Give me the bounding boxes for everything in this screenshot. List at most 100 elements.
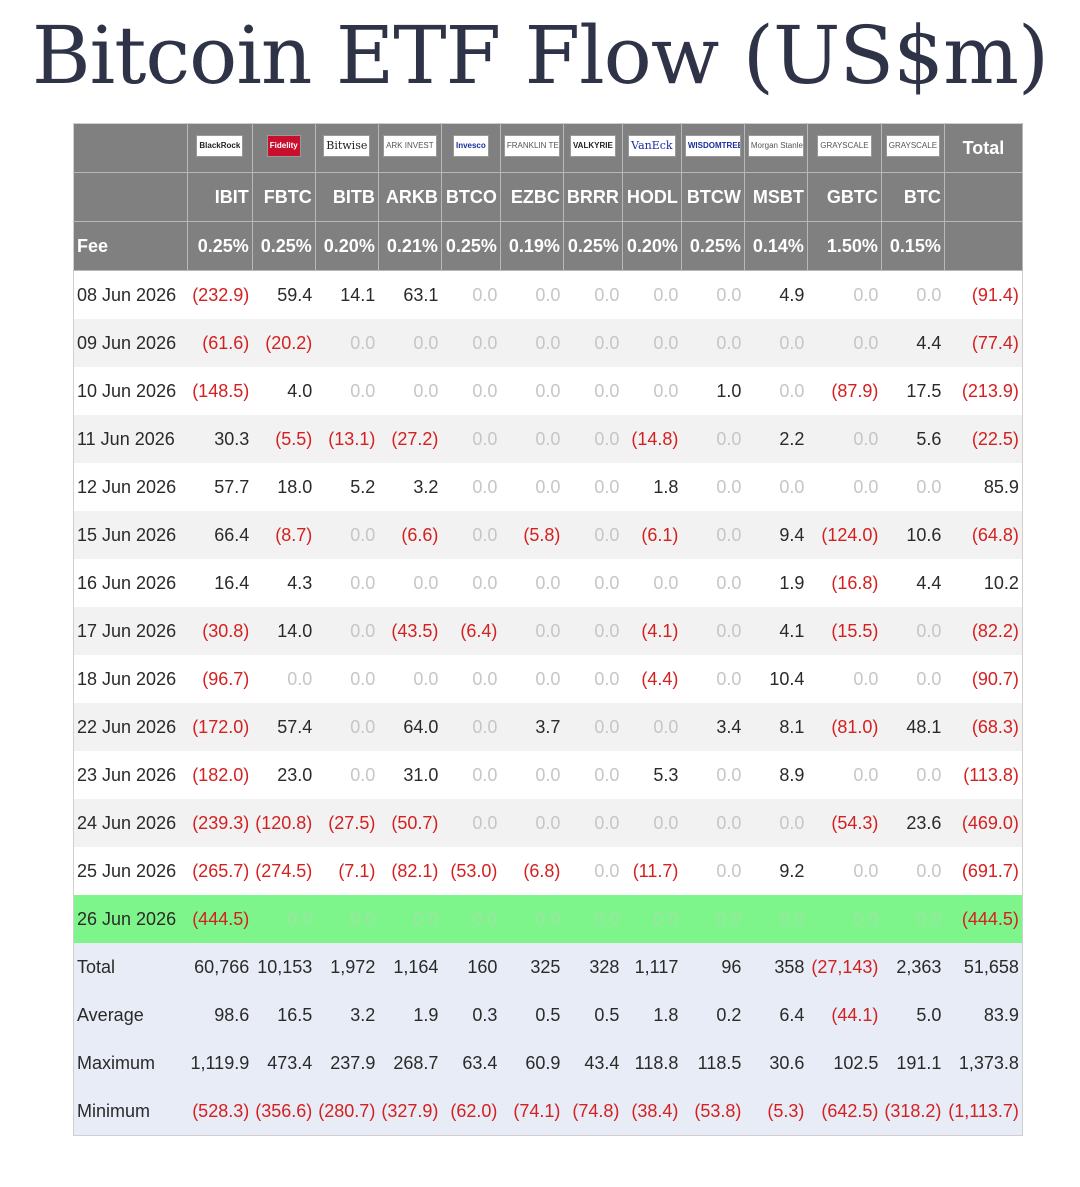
flow-value: 1.9	[744, 559, 808, 607]
flow-value: 0.0	[681, 895, 745, 943]
summary-value: (5.3)	[744, 1087, 808, 1136]
summary-label: Total	[73, 943, 188, 991]
row-date: 17 Jun 2026	[73, 607, 188, 655]
flow-value: 8.1	[744, 703, 808, 751]
flow-value: (20.2)	[252, 319, 316, 367]
flow-value: 1.8	[622, 463, 682, 511]
flow-value: 0.0	[744, 319, 808, 367]
flow-value: 18.0	[252, 463, 316, 511]
row-total: (444.5)	[944, 895, 1023, 943]
flow-value: 0.0	[441, 511, 501, 559]
flow-value: 4.1	[744, 607, 808, 655]
flow-value: 8.9	[744, 751, 808, 799]
summary-row: Average 98.6 16.5 3.2 1.9 0.3 0.5 0.5 1.8 0.2 6.4(…	[73, 991, 1023, 1039]
summary-value: 1,972	[315, 943, 379, 991]
flow-value: 0.0	[681, 511, 745, 559]
row-date: 22 Jun 2026	[73, 703, 188, 751]
summary-value: 5.0	[881, 991, 945, 1039]
flow-value: 0.0	[500, 463, 564, 511]
flow-value: (54.3)	[807, 799, 882, 847]
corner-cell	[73, 123, 188, 173]
fee-value: 0.20%	[622, 221, 682, 271]
flow-value: (8.7)	[252, 511, 316, 559]
summary-value: 98.6	[187, 991, 253, 1039]
flow-value: (7.1)	[315, 847, 379, 895]
flow-value: 0.0	[378, 559, 442, 607]
flow-value: 0.0	[563, 270, 623, 319]
summary-value: 30.6	[744, 1039, 808, 1087]
summary-value: 3.2	[315, 991, 379, 1039]
flow-value: 0.0	[563, 847, 623, 895]
ticker-header: BTCW	[681, 172, 745, 222]
summary-value: 2,363	[881, 943, 945, 991]
flow-value: 0.0	[500, 655, 564, 703]
fee-value: 0.19%	[500, 221, 564, 271]
summary-value: 237.9	[315, 1039, 379, 1087]
ark-invest-logo: ARK INVEST	[383, 134, 437, 157]
flow-value: (274.5)	[252, 847, 316, 895]
flow-value: (82.1)	[378, 847, 442, 895]
summary-label: Maximum	[73, 1039, 188, 1087]
flow-value: 0.0	[681, 847, 745, 895]
flow-value: 0.0	[441, 463, 501, 511]
flow-value: 0.0	[315, 751, 379, 799]
issuer-logo-row: BlackRock Fidelity Bitwise ARK INVEST In…	[73, 123, 1023, 173]
flow-value: (43.5)	[378, 607, 442, 655]
summary-value: 83.9	[944, 991, 1023, 1039]
flow-value: (50.7)	[378, 799, 442, 847]
flow-value: 0.0	[881, 895, 945, 943]
row-date: 09 Jun 2026	[73, 319, 188, 367]
ticker-header: EZBC	[500, 172, 564, 222]
flow-value: (6.1)	[622, 511, 682, 559]
summary-value: 63.4	[441, 1039, 501, 1087]
flow-value: 0.0	[315, 511, 379, 559]
flow-value: 0.0	[500, 415, 564, 463]
flow-value: (265.7)	[187, 847, 253, 895]
flow-value: (11.7)	[622, 847, 682, 895]
flow-value: 17.5	[881, 367, 945, 415]
flow-value: (182.0)	[187, 751, 253, 799]
flow-value: 0.0	[563, 895, 623, 943]
bitwise-logo: Bitwise	[323, 134, 371, 157]
flow-value: 0.0	[500, 799, 564, 847]
flow-value: 0.0	[441, 270, 501, 319]
flow-value: (6.4)	[441, 607, 501, 655]
flow-value: 0.0	[441, 751, 501, 799]
summary-value: 1.8	[622, 991, 682, 1039]
row-date: 12 Jun 2026	[73, 463, 188, 511]
flow-value: (27.2)	[378, 415, 442, 463]
flow-value: 0.0	[744, 463, 808, 511]
row-date: 18 Jun 2026	[73, 655, 188, 703]
flow-value: 5.3	[622, 751, 682, 799]
flow-value: (4.4)	[622, 655, 682, 703]
row-total: (90.7)	[944, 655, 1023, 703]
flow-value: 0.0	[563, 463, 623, 511]
flow-value: 0.0	[378, 319, 442, 367]
summary-value: 0.5	[500, 991, 564, 1039]
fee-value: 0.21%	[378, 221, 442, 271]
ticker-header: FBTC	[252, 172, 316, 222]
morgan-stanley-logo: Morgan Stanley	[747, 134, 804, 157]
flow-value: (14.8)	[622, 415, 682, 463]
ticker-row: IBIT FBTC BITB ARKB BTCO EZBC BRRR HODL BTCW MSBT…	[73, 172, 1023, 222]
summary-value: 328	[563, 943, 623, 991]
summary-value: 358	[744, 943, 808, 991]
summary-value: 1,119.9	[187, 1039, 253, 1087]
flow-value: (444.5)	[187, 895, 253, 943]
flow-value: 64.0	[378, 703, 442, 751]
flow-value: 0.0	[563, 751, 623, 799]
flow-value: 0.0	[681, 607, 745, 655]
grayscale-logo: GRAYSCALE	[885, 134, 941, 157]
summary-value: (27,143)	[807, 943, 882, 991]
flow-value: 0.0	[744, 367, 808, 415]
table-row: 16 Jun 2026 16.4 4.3 0.0 0.0 0.0 0.0 0.0 0.0 0.0 1…	[73, 559, 1023, 607]
flow-value: 0.0	[315, 703, 379, 751]
flow-value: 0.0	[744, 895, 808, 943]
flow-value: 0.0	[441, 367, 501, 415]
summary-value: 1,373.8	[944, 1039, 1023, 1087]
flow-value: (4.1)	[622, 607, 682, 655]
flow-value: 0.0	[315, 559, 379, 607]
flow-value: 0.0	[807, 847, 882, 895]
flow-value: 0.0	[622, 270, 682, 319]
fidelity-logo: Fidelity	[266, 134, 301, 157]
